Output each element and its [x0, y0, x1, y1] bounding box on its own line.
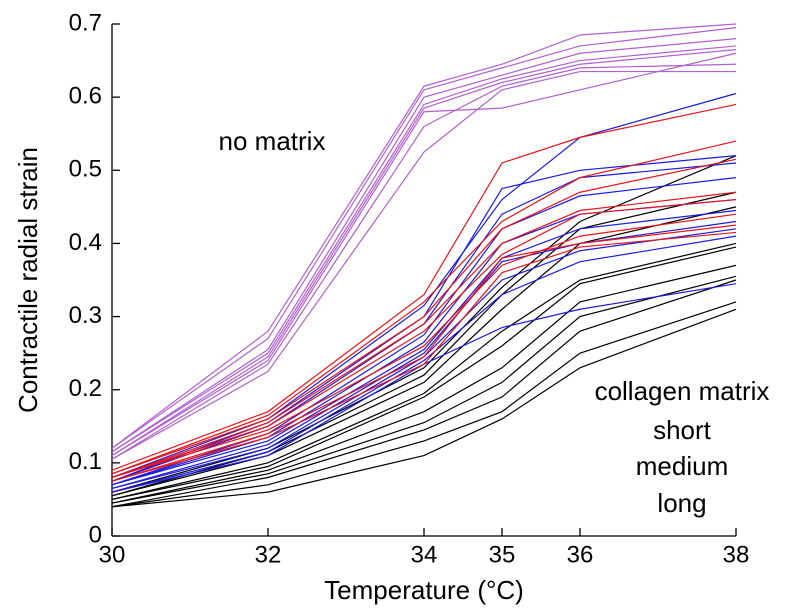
series-line [111, 103, 737, 471]
legend-label: long [657, 488, 706, 518]
y-tick-label: 0.7 [69, 9, 102, 36]
y-tick-label: 0.6 [69, 82, 102, 109]
legend-title: collagen matrix [595, 376, 770, 406]
series-line [111, 155, 737, 482]
series-line [111, 92, 737, 479]
x-tick-label: 32 [255, 541, 282, 568]
series-line [111, 283, 737, 493]
x-tick-label: 30 [99, 541, 126, 568]
series-line [111, 140, 737, 475]
series-line [111, 308, 737, 508]
series-line [111, 275, 737, 504]
series-line [111, 224, 737, 482]
series-line [111, 45, 737, 453]
series-line [111, 246, 737, 501]
series-line [111, 70, 736, 460]
x-axis-label: Temperature (°C) [324, 575, 524, 605]
x-tick-label: 35 [489, 541, 516, 568]
series-line [111, 301, 737, 508]
series-line [111, 63, 737, 460]
y-tick-label: 0.3 [69, 302, 102, 329]
x-tick-label: 36 [567, 541, 594, 568]
y-tick-label: 0.5 [69, 156, 102, 183]
y-tick-label: 0.2 [69, 375, 102, 402]
series-line [111, 49, 737, 457]
y-axis-label: Contractile radial strain [13, 147, 43, 413]
series-line [111, 162, 737, 482]
series-line [111, 231, 737, 482]
y-tick-label: 0 [89, 521, 102, 548]
series-line [111, 279, 737, 508]
y-tick-label: 0.1 [69, 448, 102, 475]
legend-label: no matrix [219, 126, 326, 156]
series-line [111, 242, 737, 501]
legend-label: short [653, 415, 712, 445]
x-tick-label: 34 [411, 541, 438, 568]
y-tick-label: 0.4 [69, 229, 102, 256]
series-line [111, 264, 737, 504]
series-line [111, 23, 737, 449]
series-line [111, 27, 737, 449]
series-line [111, 191, 737, 479]
x-tick-label: 38 [723, 541, 750, 568]
series-line [111, 198, 737, 479]
series-line [111, 38, 737, 453]
series-line [111, 213, 737, 479]
legend-label: medium [636, 451, 728, 481]
series-line [111, 209, 737, 486]
series-line [111, 235, 737, 493]
series-line [111, 158, 737, 475]
series-line [111, 52, 737, 457]
